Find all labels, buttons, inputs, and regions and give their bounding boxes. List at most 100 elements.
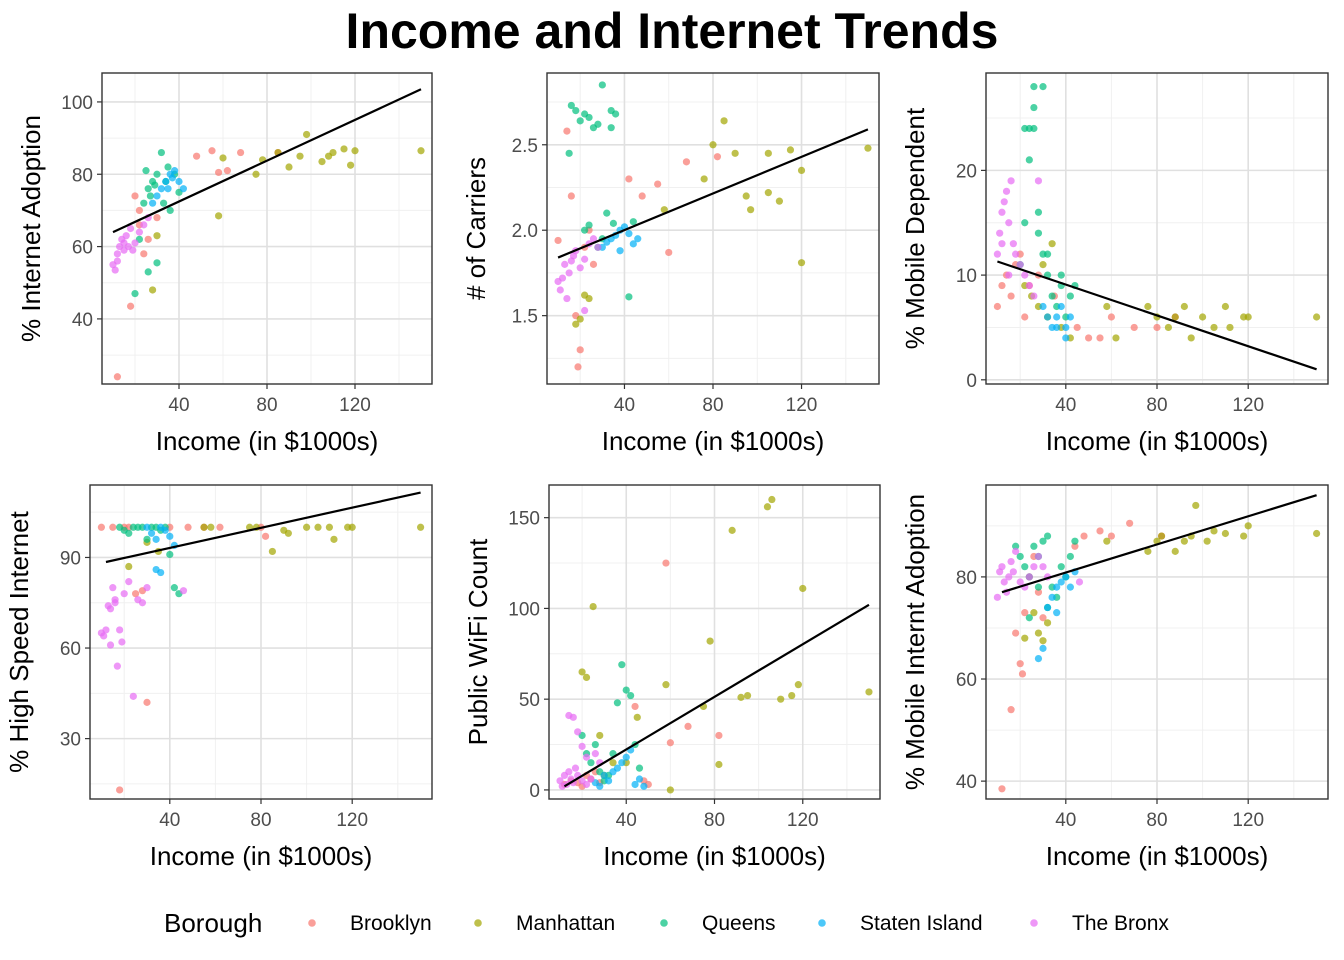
data-point [1073, 323, 1081, 332]
data-point [1039, 637, 1047, 645]
data-point [100, 632, 108, 640]
data-point [1066, 292, 1074, 300]
data-point [775, 197, 784, 205]
data-point [1009, 568, 1017, 576]
data-point [1221, 529, 1229, 538]
data-point [556, 777, 564, 785]
data-point [143, 698, 151, 706]
data-point [106, 605, 115, 613]
data-point [171, 167, 179, 175]
data-point [144, 185, 152, 193]
data-point [1039, 563, 1047, 571]
data-point [596, 782, 604, 790]
data-point [763, 503, 772, 511]
data-point [709, 141, 717, 149]
data-point [622, 686, 630, 694]
data-point [116, 786, 124, 794]
data-point [120, 590, 128, 598]
series-the-bronx [109, 214, 152, 274]
data-point [164, 163, 172, 171]
series-the-bronx [554, 235, 602, 315]
trend-line [105, 491, 421, 564]
data-point [1103, 302, 1111, 311]
data-point [1048, 292, 1056, 300]
data-point [574, 728, 582, 736]
data-point [340, 145, 348, 153]
data-point [140, 221, 148, 229]
data-point [786, 146, 795, 154]
data-point [1030, 542, 1038, 550]
data-point [417, 147, 425, 155]
data-point [149, 286, 157, 294]
y-axis-title: Public WiFi Count [463, 538, 493, 745]
data-point [153, 214, 161, 222]
data-point [1313, 313, 1321, 321]
data-point [285, 163, 293, 171]
data-point [1144, 547, 1152, 555]
data-point [1034, 583, 1043, 591]
data-point [1062, 334, 1070, 342]
data-point [168, 174, 176, 182]
data-point [1112, 334, 1120, 342]
data-point [1062, 573, 1070, 581]
data-point [565, 768, 573, 776]
data-point [170, 584, 178, 592]
data-point [1043, 250, 1052, 258]
data-point [1039, 537, 1047, 545]
x-axis-title: Income (in $1000s) [156, 426, 379, 456]
data-point [1021, 609, 1029, 617]
data-point [1005, 271, 1013, 279]
y-axis-title: % Mobile Internt Adoption [900, 494, 930, 790]
data-point [1071, 537, 1079, 545]
data-point [118, 638, 126, 646]
legend-item-brooklyn: Brooklyn [308, 912, 432, 935]
data-point [1009, 240, 1017, 248]
data-point [572, 320, 580, 328]
data-point [138, 599, 147, 607]
data-point [102, 626, 110, 634]
data-point [1192, 501, 1200, 510]
data-point [993, 250, 1002, 258]
data-point [1107, 313, 1115, 321]
data-point [1018, 670, 1027, 678]
y-tick-label: 40 [72, 310, 93, 331]
trend-line [112, 88, 422, 234]
series-staten-island [143, 523, 178, 577]
x-tick-label: 40 [168, 395, 189, 416]
data-point [589, 260, 598, 268]
data-point [151, 181, 159, 189]
data-point [1034, 229, 1043, 237]
y-tick-label: 10 [956, 266, 977, 287]
data-point [314, 523, 322, 531]
data-point [193, 152, 201, 160]
data-point [325, 523, 333, 531]
y-tick-label: 2.0 [512, 221, 538, 242]
data-point [1043, 603, 1052, 612]
legend-label: Manhattan [516, 912, 615, 935]
data-point [565, 149, 573, 157]
data-point [1203, 537, 1211, 545]
data-point [582, 753, 591, 761]
trend-line [1001, 494, 1317, 594]
data-point [1016, 261, 1024, 269]
data-point [1057, 563, 1065, 571]
data-point [576, 346, 584, 354]
data-point [788, 691, 796, 700]
data-point [1085, 334, 1093, 342]
data-point [594, 243, 602, 251]
series-queens [131, 148, 183, 298]
data-point [581, 255, 589, 263]
data-point [1007, 557, 1015, 566]
x-tick-label: 120 [1232, 395, 1264, 416]
data-point [576, 117, 584, 125]
data-point [662, 681, 670, 689]
y-tick-label: 30 [60, 730, 81, 751]
data-point [585, 113, 593, 122]
data-point [609, 219, 618, 227]
data-point [1244, 313, 1252, 321]
data-point [625, 175, 633, 183]
trend-line [997, 260, 1317, 371]
data-point [576, 264, 584, 272]
data-point [1039, 614, 1047, 622]
data-point [1025, 156, 1033, 164]
